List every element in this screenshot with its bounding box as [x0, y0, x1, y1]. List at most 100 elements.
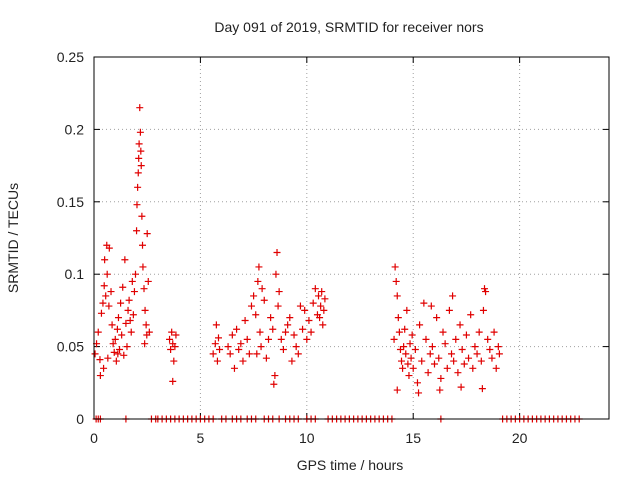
- data-point: [392, 277, 400, 285]
- data-point: [128, 277, 136, 285]
- data-point: [404, 360, 412, 368]
- data-point: [473, 350, 481, 358]
- data-point: [103, 270, 111, 278]
- data-point: [97, 309, 105, 317]
- data-point: [457, 383, 465, 391]
- data-point: [286, 314, 294, 322]
- data-point: [415, 389, 423, 397]
- grid: [94, 57, 609, 419]
- data-point: [212, 321, 220, 329]
- data-point: [137, 147, 145, 155]
- data-points: [91, 104, 583, 423]
- data-point: [454, 369, 462, 377]
- data-point: [168, 328, 176, 336]
- data-point: [319, 321, 327, 329]
- data-point: [471, 343, 479, 351]
- data-point: [411, 345, 419, 353]
- data-point: [486, 345, 494, 353]
- y-tick-label: 0.05: [57, 339, 84, 355]
- data-point: [169, 377, 177, 385]
- data-point: [393, 386, 401, 394]
- data-point: [224, 343, 232, 351]
- data-point: [482, 288, 490, 296]
- data-point: [94, 328, 102, 336]
- data-point: [407, 354, 415, 362]
- data-point: [398, 357, 406, 365]
- data-point: [255, 263, 263, 271]
- data-point: [100, 282, 108, 290]
- data-point: [109, 340, 117, 348]
- data-point: [243, 335, 251, 343]
- data-point: [126, 317, 134, 325]
- data-point: [136, 104, 144, 112]
- data-point: [267, 314, 275, 322]
- data-point: [475, 328, 483, 336]
- data-point: [279, 345, 287, 353]
- data-point: [420, 299, 428, 307]
- data-point: [100, 364, 108, 372]
- data-point: [143, 331, 151, 339]
- data-point: [256, 328, 264, 336]
- data-point: [235, 345, 243, 353]
- data-point: [395, 328, 403, 336]
- data-point: [214, 334, 222, 342]
- data-point: [136, 128, 144, 136]
- chart-title: Day 091 of 2019, SRMTID for receiver nor…: [214, 19, 483, 35]
- data-point: [233, 325, 241, 333]
- data-point: [424, 369, 432, 377]
- data-point: [105, 244, 113, 252]
- data-point: [448, 350, 456, 358]
- data-point: [104, 354, 112, 362]
- data-point: [265, 335, 273, 343]
- y-tick-label: 0.2: [65, 121, 85, 137]
- data-point: [460, 360, 468, 368]
- data-point: [124, 306, 132, 314]
- data-point: [416, 321, 424, 329]
- data-point: [408, 331, 416, 339]
- data-point: [118, 331, 126, 339]
- data-point: [250, 292, 258, 300]
- data-point: [477, 357, 485, 365]
- data-point: [101, 256, 109, 264]
- data-point: [458, 345, 466, 353]
- data-point: [105, 302, 113, 310]
- data-point: [144, 277, 152, 285]
- data-point: [427, 302, 435, 310]
- data-point: [108, 321, 116, 329]
- data-point: [274, 302, 282, 310]
- plot-frame: [93, 56, 610, 420]
- data-point: [262, 354, 270, 362]
- data-point: [269, 325, 277, 333]
- data-point: [390, 335, 398, 343]
- data-point: [230, 364, 238, 372]
- data-point: [273, 248, 281, 256]
- data-point: [320, 306, 328, 314]
- data-point: [311, 285, 319, 293]
- data-point: [260, 296, 268, 304]
- data-point: [166, 335, 174, 343]
- data-point: [318, 288, 326, 296]
- data-point: [258, 285, 266, 293]
- data-point: [140, 285, 148, 293]
- data-point: [315, 292, 323, 300]
- data-point: [430, 360, 438, 368]
- data-point: [237, 340, 245, 348]
- data-point: [99, 299, 107, 307]
- data-point: [494, 343, 502, 351]
- x-axis-label: GPS time / hours: [297, 457, 404, 473]
- data-point: [123, 343, 131, 351]
- data-point: [138, 212, 146, 220]
- x-tick-label: 0: [90, 430, 98, 446]
- data-point: [443, 364, 451, 372]
- data-point: [245, 350, 253, 358]
- data-point: [393, 292, 401, 300]
- data-point: [403, 306, 411, 314]
- data-point: [488, 354, 496, 362]
- data-point: [422, 335, 430, 343]
- data-point: [122, 319, 130, 327]
- data-point: [307, 328, 315, 336]
- data-point: [272, 270, 280, 278]
- data-point: [441, 340, 449, 348]
- data-point: [284, 321, 292, 329]
- data-point: [301, 306, 309, 314]
